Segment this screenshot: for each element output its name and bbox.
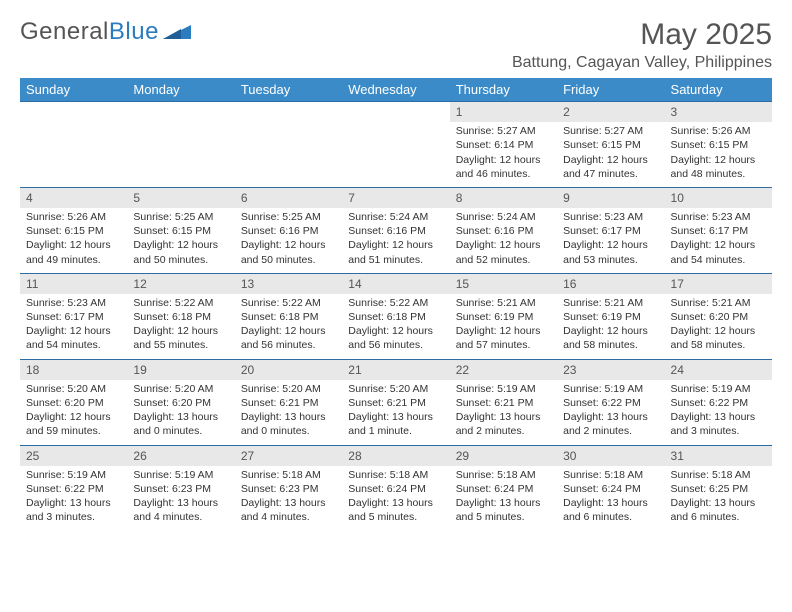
day-detail-cell: Sunrise: 5:20 AMSunset: 6:21 PMDaylight:…: [235, 380, 342, 445]
day-header: Tuesday: [235, 78, 342, 102]
day-number-cell: 21: [342, 359, 449, 380]
day-number-cell: 4: [20, 187, 127, 208]
day-number-cell: 31: [665, 445, 772, 466]
day-number-cell: 7: [342, 187, 449, 208]
day-detail-cell: Sunrise: 5:23 AMSunset: 6:17 PMDaylight:…: [20, 294, 127, 359]
month-title: May 2025: [512, 18, 772, 52]
day-detail-cell: [235, 122, 342, 187]
day-number-cell: 5: [127, 187, 234, 208]
day-detail-cell: Sunrise: 5:18 AMSunset: 6:24 PMDaylight:…: [342, 466, 449, 531]
day-detail-cell: Sunrise: 5:23 AMSunset: 6:17 PMDaylight:…: [665, 208, 772, 273]
location-text: Battung, Cagayan Valley, Philippines: [512, 54, 772, 72]
day-number-cell: 19: [127, 359, 234, 380]
day-detail-cell: [342, 122, 449, 187]
day-number-cell: 27: [235, 445, 342, 466]
day-detail-cell: [127, 122, 234, 187]
day-detail-cell: Sunrise: 5:18 AMSunset: 6:23 PMDaylight:…: [235, 466, 342, 531]
day-number-cell: [235, 102, 342, 123]
day-detail-cell: Sunrise: 5:27 AMSunset: 6:15 PMDaylight:…: [557, 122, 664, 187]
day-detail-row: Sunrise: 5:26 AMSunset: 6:15 PMDaylight:…: [20, 208, 772, 273]
day-detail-cell: Sunrise: 5:25 AMSunset: 6:16 PMDaylight:…: [235, 208, 342, 273]
day-detail-cell: Sunrise: 5:21 AMSunset: 6:19 PMDaylight:…: [450, 294, 557, 359]
day-number-cell: 22: [450, 359, 557, 380]
day-number-cell: 25: [20, 445, 127, 466]
day-number-cell: 30: [557, 445, 664, 466]
day-number-cell: 17: [665, 273, 772, 294]
title-block: May 2025 Battung, Cagayan Valley, Philip…: [512, 18, 772, 72]
calendar-table: Sunday Monday Tuesday Wednesday Thursday…: [20, 78, 772, 530]
logo-text-1: General: [20, 18, 109, 46]
day-number-cell: 1: [450, 102, 557, 123]
day-number-cell: 6: [235, 187, 342, 208]
day-detail-row: Sunrise: 5:27 AMSunset: 6:14 PMDaylight:…: [20, 122, 772, 187]
day-detail-cell: [20, 122, 127, 187]
day-detail-cell: Sunrise: 5:26 AMSunset: 6:15 PMDaylight:…: [665, 122, 772, 187]
day-header: Saturday: [665, 78, 772, 102]
page-header: GeneralBlue May 2025 Battung, Cagayan Va…: [20, 18, 772, 72]
day-header: Friday: [557, 78, 664, 102]
day-number-cell: 3: [665, 102, 772, 123]
day-header: Sunday: [20, 78, 127, 102]
day-number-cell: 2: [557, 102, 664, 123]
day-number-cell: [20, 102, 127, 123]
day-number-cell: 8: [450, 187, 557, 208]
logo: GeneralBlue: [20, 18, 191, 46]
day-number-cell: 11: [20, 273, 127, 294]
day-number-cell: 28: [342, 445, 449, 466]
day-detail-row: Sunrise: 5:23 AMSunset: 6:17 PMDaylight:…: [20, 294, 772, 359]
day-detail-cell: Sunrise: 5:25 AMSunset: 6:15 PMDaylight:…: [127, 208, 234, 273]
day-detail-cell: Sunrise: 5:21 AMSunset: 6:19 PMDaylight:…: [557, 294, 664, 359]
day-number-cell: [342, 102, 449, 123]
day-number-row: 18192021222324: [20, 359, 772, 380]
day-detail-cell: Sunrise: 5:19 AMSunset: 6:22 PMDaylight:…: [665, 380, 772, 445]
day-header: Monday: [127, 78, 234, 102]
day-detail-cell: Sunrise: 5:18 AMSunset: 6:24 PMDaylight:…: [557, 466, 664, 531]
day-detail-cell: Sunrise: 5:19 AMSunset: 6:23 PMDaylight:…: [127, 466, 234, 531]
day-number-cell: 29: [450, 445, 557, 466]
day-detail-row: Sunrise: 5:20 AMSunset: 6:20 PMDaylight:…: [20, 380, 772, 445]
day-detail-cell: Sunrise: 5:22 AMSunset: 6:18 PMDaylight:…: [235, 294, 342, 359]
day-detail-cell: Sunrise: 5:26 AMSunset: 6:15 PMDaylight:…: [20, 208, 127, 273]
day-detail-cell: Sunrise: 5:18 AMSunset: 6:25 PMDaylight:…: [665, 466, 772, 531]
logo-triangle-icon: [163, 18, 191, 46]
logo-text-2: Blue: [109, 18, 159, 46]
calendar-head: Sunday Monday Tuesday Wednesday Thursday…: [20, 78, 772, 102]
day-detail-cell: Sunrise: 5:24 AMSunset: 6:16 PMDaylight:…: [342, 208, 449, 273]
day-detail-cell: Sunrise: 5:18 AMSunset: 6:24 PMDaylight:…: [450, 466, 557, 531]
day-number-cell: 12: [127, 273, 234, 294]
day-detail-cell: Sunrise: 5:27 AMSunset: 6:14 PMDaylight:…: [450, 122, 557, 187]
day-detail-cell: Sunrise: 5:19 AMSunset: 6:22 PMDaylight:…: [20, 466, 127, 531]
day-detail-cell: Sunrise: 5:23 AMSunset: 6:17 PMDaylight:…: [557, 208, 664, 273]
day-number-cell: 23: [557, 359, 664, 380]
day-number-row: 123: [20, 102, 772, 123]
day-detail-cell: Sunrise: 5:20 AMSunset: 6:21 PMDaylight:…: [342, 380, 449, 445]
day-detail-cell: Sunrise: 5:22 AMSunset: 6:18 PMDaylight:…: [127, 294, 234, 359]
day-detail-cell: Sunrise: 5:19 AMSunset: 6:22 PMDaylight:…: [557, 380, 664, 445]
calendar-body: 123Sunrise: 5:27 AMSunset: 6:14 PMDaylig…: [20, 102, 772, 531]
day-header-row: Sunday Monday Tuesday Wednesday Thursday…: [20, 78, 772, 102]
day-number-cell: 10: [665, 187, 772, 208]
day-number-cell: 24: [665, 359, 772, 380]
day-number-cell: 13: [235, 273, 342, 294]
day-number-row: 11121314151617: [20, 273, 772, 294]
day-detail-row: Sunrise: 5:19 AMSunset: 6:22 PMDaylight:…: [20, 466, 772, 531]
day-detail-cell: Sunrise: 5:22 AMSunset: 6:18 PMDaylight:…: [342, 294, 449, 359]
day-number-cell: [127, 102, 234, 123]
day-number-cell: 26: [127, 445, 234, 466]
day-number-cell: 18: [20, 359, 127, 380]
day-number-cell: 14: [342, 273, 449, 294]
day-detail-cell: Sunrise: 5:24 AMSunset: 6:16 PMDaylight:…: [450, 208, 557, 273]
day-detail-cell: Sunrise: 5:19 AMSunset: 6:21 PMDaylight:…: [450, 380, 557, 445]
day-header: Thursday: [450, 78, 557, 102]
day-number-cell: 9: [557, 187, 664, 208]
day-number-cell: 16: [557, 273, 664, 294]
day-detail-cell: Sunrise: 5:20 AMSunset: 6:20 PMDaylight:…: [127, 380, 234, 445]
day-number-cell: 15: [450, 273, 557, 294]
day-number-cell: 20: [235, 359, 342, 380]
day-header: Wednesday: [342, 78, 449, 102]
day-number-row: 45678910: [20, 187, 772, 208]
day-detail-cell: Sunrise: 5:20 AMSunset: 6:20 PMDaylight:…: [20, 380, 127, 445]
day-detail-cell: Sunrise: 5:21 AMSunset: 6:20 PMDaylight:…: [665, 294, 772, 359]
day-number-row: 25262728293031: [20, 445, 772, 466]
